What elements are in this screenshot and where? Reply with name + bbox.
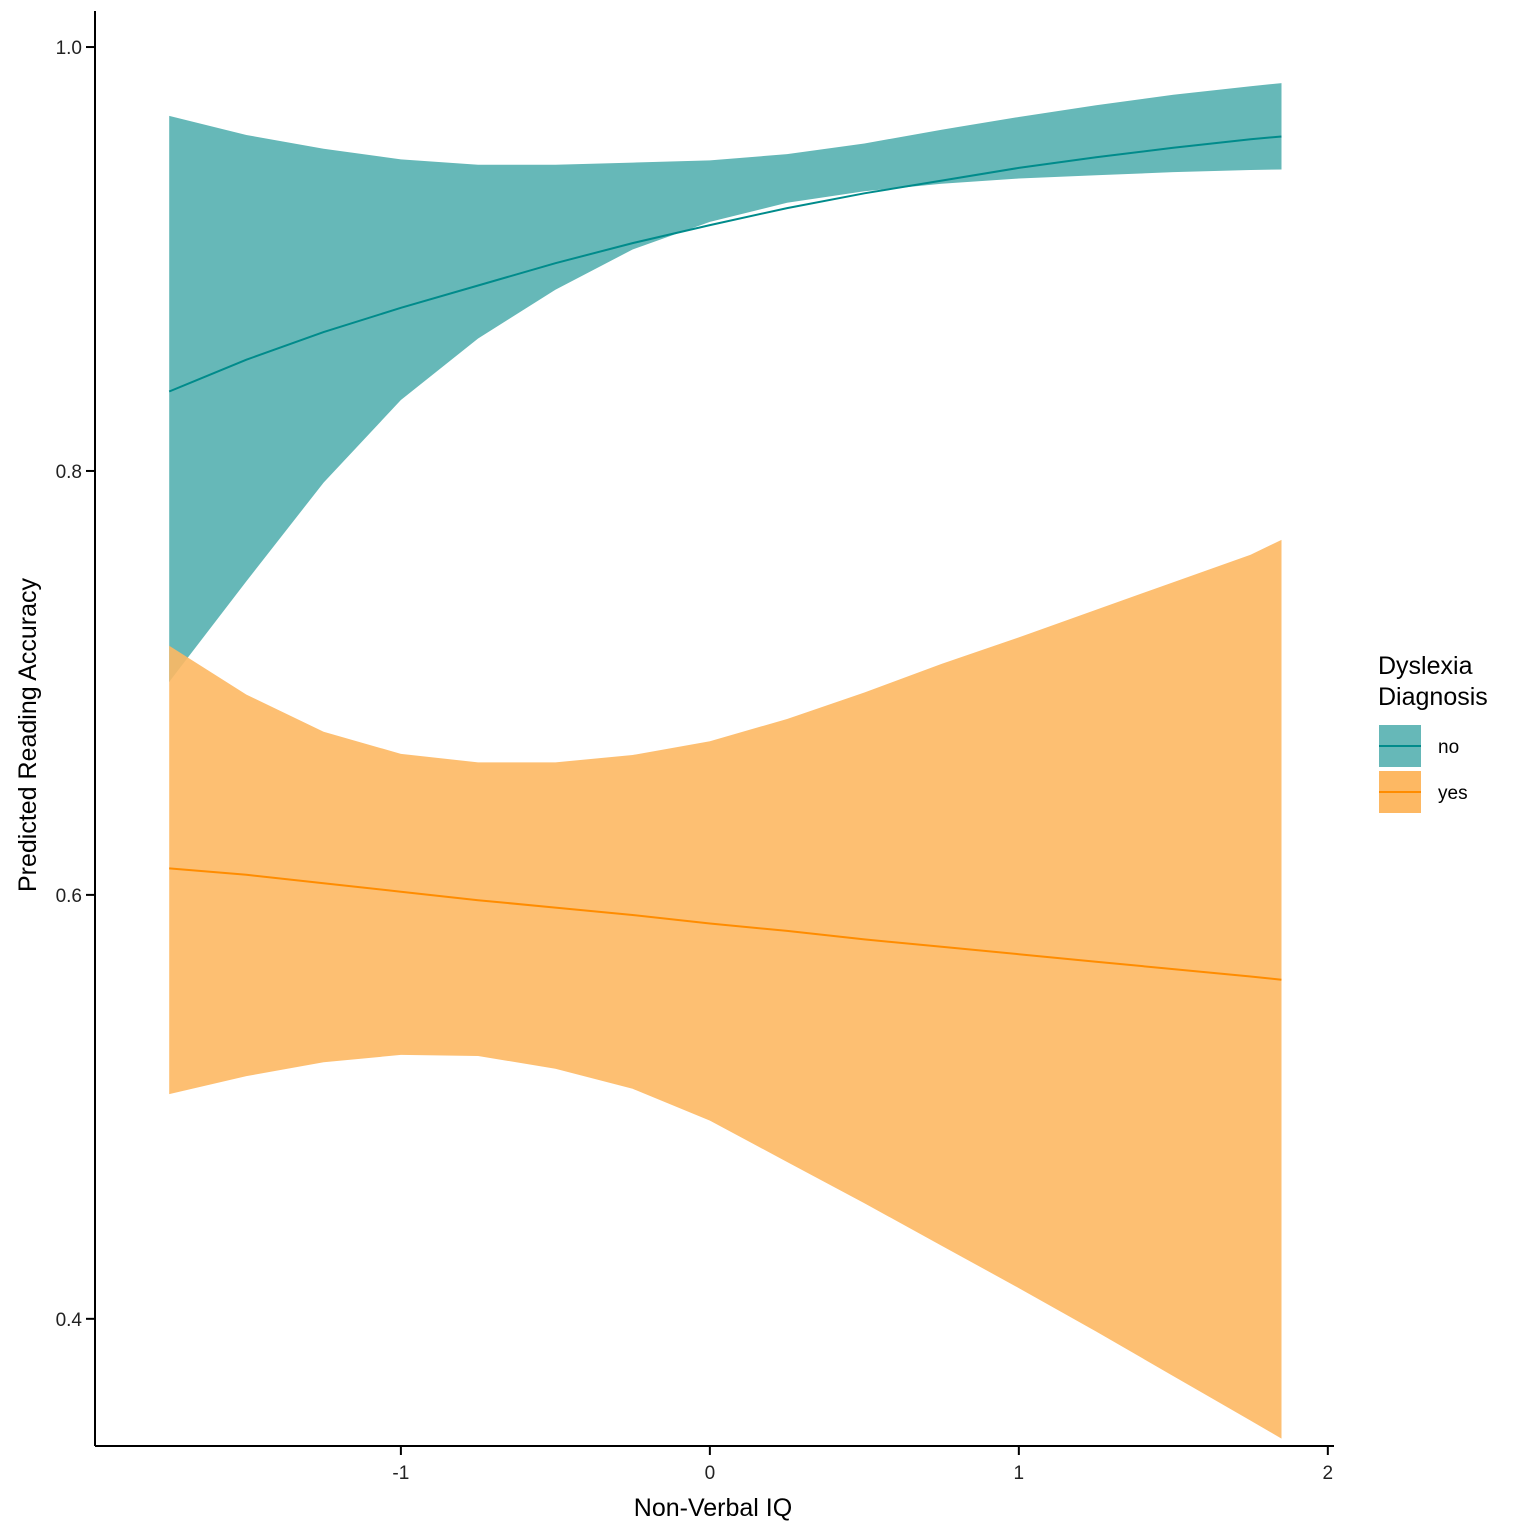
y-axis-ticks: 0.4 0.6 0.8 1.0 [56, 38, 95, 1331]
prediction-lines [168, 135, 1282, 981]
prediction-line-yes [169, 867, 1282, 981]
y-axis-title: Predicted Reading Accuracy [14, 577, 42, 892]
confidence-bands [169, 83, 1282, 1439]
x-tick-label: 1 [1014, 1463, 1025, 1484]
legend-keys: no yes [1379, 725, 1468, 813]
x-axis-title: Non-Verbal IQ [634, 1494, 792, 1522]
legend: Dyslexia Diagnosis no yes [1378, 652, 1488, 813]
x-tick-label: 2 [1323, 1463, 1334, 1484]
legend-title-line-1: Dyslexia [1378, 652, 1473, 680]
legend-label-yes: yes [1438, 783, 1468, 804]
x-tick-label: -1 [392, 1463, 409, 1484]
confidence-band-no [169, 83, 1282, 682]
legend-title-line-2: Diagnosis [1378, 683, 1488, 711]
y-tick-label: 0.8 [56, 462, 82, 483]
y-tick-label: 1.0 [56, 38, 82, 59]
y-tick-label: 0.4 [56, 1310, 83, 1331]
legend-label-no: no [1438, 737, 1459, 758]
prediction-line-no [168, 135, 1282, 393]
confidence-band-yes [169, 539, 1282, 1439]
y-tick-label: 0.6 [56, 886, 82, 907]
x-axis-ticks: -1 0 1 2 [392, 1446, 1333, 1484]
plot-area [168, 83, 1282, 1439]
x-tick-label: 0 [705, 1463, 716, 1484]
